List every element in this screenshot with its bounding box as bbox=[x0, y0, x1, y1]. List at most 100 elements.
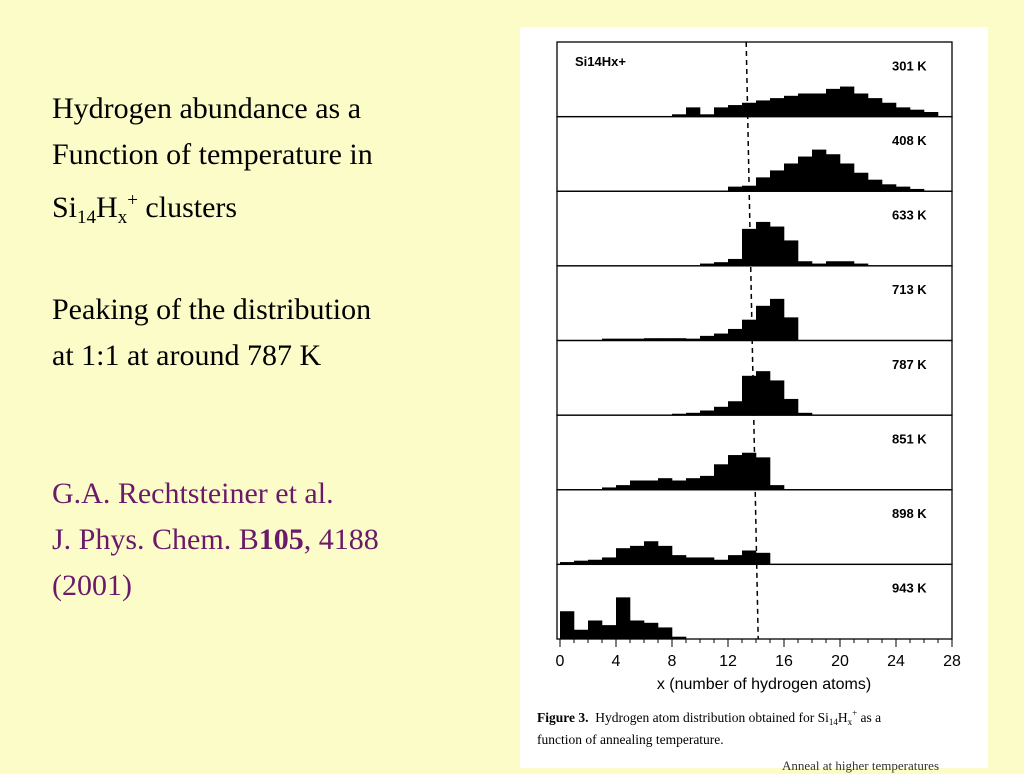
x-tick-label: 8 bbox=[668, 653, 677, 670]
panel-temperature-label: 943 K bbox=[892, 581, 927, 596]
bar bbox=[756, 371, 771, 416]
bar bbox=[854, 263, 869, 266]
bar bbox=[826, 261, 841, 266]
bar bbox=[630, 545, 645, 565]
bar bbox=[672, 338, 687, 341]
bar bbox=[686, 412, 701, 416]
bar bbox=[770, 170, 785, 192]
bar bbox=[728, 328, 743, 341]
cut-off-text: Anneal at higher temperatures bbox=[782, 758, 940, 773]
bar bbox=[686, 107, 701, 117]
bar bbox=[672, 480, 687, 490]
title-line: Si14Hx+ clusters bbox=[52, 190, 238, 228]
reference-line bbox=[745, 41, 759, 640]
bar bbox=[896, 186, 911, 192]
bar bbox=[672, 413, 687, 416]
bar bbox=[910, 109, 925, 117]
figure-image: 301 K 408 K 633 K 713 K 787 K 851 K 898 K 943 K… bbox=[520, 27, 988, 773]
bar bbox=[812, 93, 827, 117]
bar bbox=[756, 457, 771, 490]
bar bbox=[700, 410, 715, 416]
bar bbox=[616, 548, 631, 565]
bar bbox=[770, 485, 785, 490]
bar bbox=[868, 179, 883, 192]
bar bbox=[616, 338, 631, 341]
panel-temperature-label: 898 K bbox=[892, 506, 927, 521]
bar bbox=[616, 597, 631, 639]
bar bbox=[826, 88, 841, 117]
bar bbox=[756, 100, 771, 117]
panel-temperature-label: 633 K bbox=[892, 208, 927, 223]
bar bbox=[728, 258, 743, 266]
bar bbox=[896, 107, 911, 117]
citation-year: (2001) bbox=[52, 569, 132, 602]
x-tick-label: 4 bbox=[612, 653, 621, 670]
bar bbox=[616, 485, 631, 490]
title-line: Hydrogen abundance as a bbox=[52, 92, 362, 125]
bar bbox=[784, 95, 799, 117]
bar bbox=[756, 305, 771, 341]
bar bbox=[644, 541, 659, 565]
bar bbox=[784, 398, 799, 416]
bar bbox=[700, 114, 715, 117]
bar bbox=[742, 102, 757, 117]
bar bbox=[630, 620, 645, 639]
panel-temperature-label: 301 K bbox=[892, 58, 927, 73]
bar bbox=[700, 475, 715, 490]
bar bbox=[602, 557, 617, 565]
bar bbox=[756, 552, 771, 565]
panel-frame bbox=[556, 563, 953, 640]
bar bbox=[840, 163, 855, 192]
bar bbox=[784, 240, 799, 266]
x-axis-label: x (number of hydrogen atoms) bbox=[657, 676, 871, 693]
panel-temperature-label: 787 K bbox=[892, 357, 927, 372]
bar bbox=[784, 317, 799, 341]
bar bbox=[602, 338, 617, 341]
bar bbox=[728, 555, 743, 565]
bar bbox=[756, 221, 771, 266]
citation-authors: G.A. Rechtsteiner et al. bbox=[52, 477, 334, 510]
bar bbox=[784, 163, 799, 192]
x-tick-label: 0 bbox=[556, 653, 565, 670]
bar bbox=[770, 98, 785, 117]
histogram-chart: 301 K 408 K 633 K 713 K 787 K 851 K 898 K 943 K… bbox=[556, 41, 961, 693]
bar bbox=[882, 102, 897, 117]
bar bbox=[686, 478, 701, 490]
bar bbox=[728, 186, 743, 192]
bar bbox=[840, 86, 855, 117]
bar bbox=[728, 105, 743, 117]
bar bbox=[588, 620, 603, 639]
bar bbox=[658, 545, 673, 565]
bar bbox=[588, 559, 603, 565]
bar bbox=[756, 177, 771, 192]
bar bbox=[602, 487, 617, 490]
bar bbox=[812, 263, 827, 266]
chart-title: Si14Hx+ bbox=[575, 54, 626, 69]
bar bbox=[714, 262, 729, 266]
x-tick-label: 24 bbox=[887, 653, 905, 670]
bar bbox=[742, 319, 757, 341]
bar bbox=[644, 338, 659, 341]
figure-caption: Figure 3. Hydrogen atom distribution obt… bbox=[537, 708, 882, 747]
bar bbox=[672, 636, 687, 639]
bar bbox=[602, 625, 617, 639]
bar bbox=[672, 114, 687, 117]
bar bbox=[574, 629, 589, 639]
bar bbox=[826, 154, 841, 192]
bar bbox=[714, 464, 729, 490]
bar bbox=[770, 298, 785, 341]
bar bbox=[560, 562, 575, 565]
bar bbox=[630, 480, 645, 490]
bar bbox=[812, 149, 827, 192]
bar bbox=[924, 111, 939, 117]
bar bbox=[700, 263, 715, 266]
peak-text: at 1:1 at around 787 K bbox=[52, 339, 322, 372]
bar bbox=[714, 406, 729, 416]
x-tick-label: 12 bbox=[719, 653, 737, 670]
bar bbox=[840, 261, 855, 266]
bar bbox=[630, 338, 645, 341]
x-tick-label: 16 bbox=[775, 653, 793, 670]
bar bbox=[658, 338, 673, 341]
bar bbox=[770, 226, 785, 266]
bar bbox=[742, 228, 757, 266]
